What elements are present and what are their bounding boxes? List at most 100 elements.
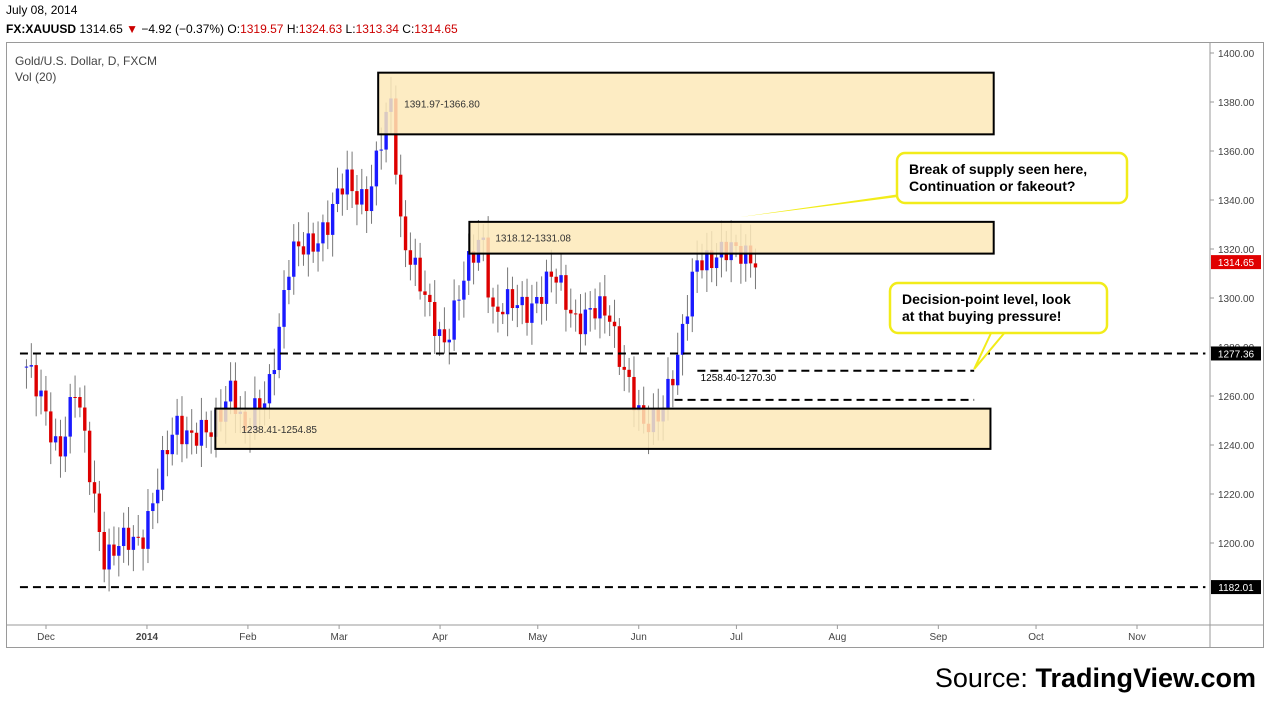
candle-body — [151, 503, 155, 512]
candle-body — [632, 376, 636, 411]
y-tick-label: 1240.00 — [1218, 441, 1255, 452]
candle-body — [112, 544, 116, 556]
candle-body — [505, 289, 510, 315]
high-value: 1324.63 — [298, 22, 343, 36]
candle-body — [345, 169, 349, 195]
chart-frame[interactable] — [6, 42, 1264, 648]
candle-body — [607, 315, 612, 322]
x-tick-label: Jul — [730, 632, 743, 643]
source-prefix: Source: — [934, 663, 1036, 693]
candle-body — [350, 169, 354, 192]
level-tag-label: 1277.36 — [1218, 349, 1255, 360]
candle-body — [510, 289, 515, 309]
candle-body — [160, 450, 165, 490]
y-tick-label: 1400.00 — [1218, 49, 1255, 60]
candle-body — [515, 305, 520, 309]
candle-body — [491, 297, 495, 307]
candle-body — [520, 296, 524, 306]
candle-body — [258, 398, 262, 409]
candle-body — [598, 296, 602, 319]
callout-text: Decision-point level, look — [902, 291, 1071, 307]
candle-body — [588, 308, 592, 310]
low-label: L: — [345, 22, 356, 36]
candle-body — [233, 380, 238, 414]
candle-body — [573, 313, 578, 315]
candle-body — [141, 537, 145, 549]
candle-body — [437, 329, 442, 336]
candle-body — [68, 396, 72, 437]
y-tick-label: 1220.00 — [1218, 490, 1255, 501]
candle-body — [685, 316, 690, 324]
down-arrow-icon: ▼ — [126, 22, 138, 36]
candle-body — [83, 407, 87, 431]
candle-body — [379, 149, 383, 151]
candle-body — [131, 536, 136, 550]
candle-body — [578, 313, 583, 335]
candle-body — [39, 390, 43, 397]
candle-body — [471, 251, 476, 263]
y-tick-label: 1300.00 — [1218, 294, 1255, 305]
candle-body — [418, 257, 422, 292]
candle-body — [666, 378, 670, 408]
x-tick-label: Apr — [432, 632, 448, 643]
callout-text: at that buying pressure! — [902, 308, 1061, 324]
candle-body — [627, 369, 631, 377]
level-tag — [1211, 580, 1261, 595]
candle-body — [753, 263, 758, 268]
candle-body — [44, 390, 48, 412]
candle-body — [199, 419, 204, 446]
candle-body — [447, 339, 451, 343]
candle-body — [569, 309, 573, 314]
supply-demand-zone — [377, 71, 995, 136]
candle-body — [554, 276, 558, 283]
y-tick-label: 1200.00 — [1218, 539, 1255, 550]
x-tick-label: May — [528, 632, 547, 643]
high-label: H: — [286, 22, 299, 36]
candle-body — [744, 245, 748, 264]
last-price: 1314.65 — [79, 22, 123, 36]
zone-label: 1318.12-1331.08 — [495, 234, 571, 245]
candle-body — [34, 365, 38, 397]
candle-body — [330, 203, 335, 235]
last-price-label: 1314.65 — [1218, 258, 1255, 269]
quote-line: FX:XAUUSD 1314.65 ▼ −4.92 (−0.37%) O:131… — [6, 22, 458, 36]
candle-body — [583, 309, 588, 335]
source-brand: TradingView.com — [1035, 663, 1256, 693]
symbol[interactable]: FX:XAUUSD — [6, 22, 77, 36]
candle-body — [49, 411, 53, 443]
x-tick-label: Feb — [239, 632, 257, 643]
candle-body — [117, 546, 121, 556]
candle-body — [714, 257, 719, 269]
candle-body — [671, 378, 675, 386]
candle-body — [680, 323, 685, 355]
candle-body — [267, 374, 272, 404]
candle-body — [442, 329, 447, 343]
supply-demand-zone — [214, 407, 992, 450]
candle-body — [311, 233, 315, 252]
candle-body — [622, 366, 626, 370]
candle-body — [612, 321, 617, 327]
candle-body — [496, 306, 500, 312]
candle-body — [136, 536, 140, 538]
candle-body — [739, 245, 743, 264]
candle-body — [355, 191, 359, 205]
candle-body — [403, 216, 408, 251]
candle-body — [185, 430, 189, 445]
source-credit: Source: TradingView.com — [935, 663, 1256, 694]
x-tick-label: 2014 — [136, 632, 159, 643]
candle-body — [277, 326, 281, 371]
candle-body — [321, 222, 325, 244]
low-value: 1313.34 — [355, 22, 399, 36]
candle-body — [73, 396, 77, 398]
zone-label: 1391.97-1366.80 — [404, 100, 480, 111]
candle-body — [78, 397, 82, 408]
candle-body — [617, 326, 622, 367]
callout-pointer — [739, 193, 921, 218]
candle-body — [501, 311, 505, 315]
range-label: 1258.40-1270.30 — [701, 373, 777, 384]
candle-body — [287, 276, 291, 291]
candle-body — [539, 296, 544, 304]
y-tick-label: 1360.00 — [1218, 147, 1255, 158]
candle-body — [423, 291, 427, 295]
